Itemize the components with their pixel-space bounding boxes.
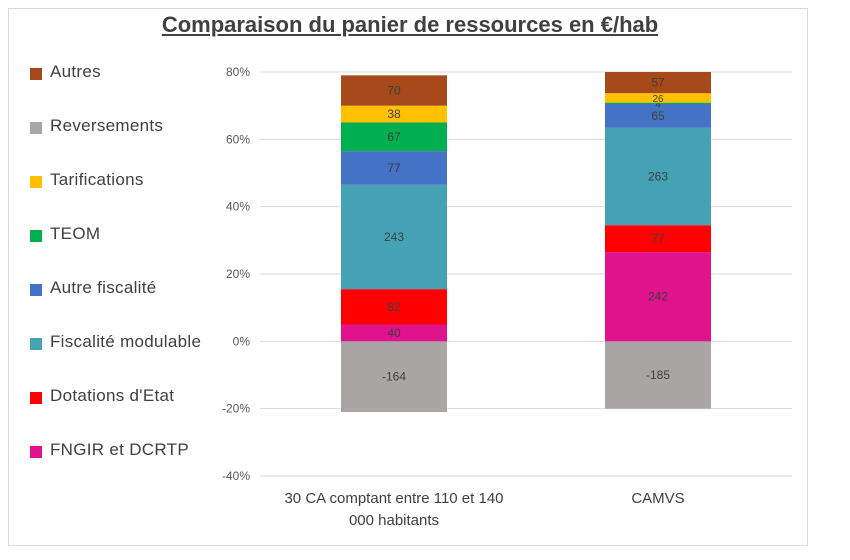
data-label: 40 [387,326,401,340]
legend: Autres Reversements Tarifications TEOM Autre… [30,62,230,474]
data-label: 242 [648,290,668,304]
bar-segment-teom [605,102,711,104]
legend-label: FNGIR et DCRTP [50,440,189,459]
legend-item: Tarifications [30,170,210,193]
bar-segment-autres [341,75,447,106]
legend-item: FNGIR et DCRTP [30,440,210,463]
data-label: 67 [387,130,401,144]
x-category-label: 000 habitants [349,512,439,529]
bar-segment-autres [605,72,711,94]
data-label: -164 [382,370,406,384]
legend-label: Fiscalité modulable [50,332,202,351]
legend-label: Autres [50,62,101,81]
bar-segment-fngir-et-dcrtp [341,324,447,342]
bar-segment-dotations-d-etat [605,225,711,253]
legend-swatch [30,122,42,134]
bar-segment-tarifications [341,105,447,123]
data-label: 57 [651,76,665,90]
chart-title: Comparaison du panier de ressources en €… [161,12,659,37]
bar-segment-tarifications [605,93,711,103]
bar-segment-autre-fiscalit- [605,103,711,128]
legend-label: Reversements [50,116,164,135]
y-tick-label: 0% [233,334,251,348]
legend-swatch [30,68,42,80]
legend-label: TEOM [50,224,101,243]
bar-segment-fngir-et-dcrtp [605,252,711,342]
bar-segment-fiscalit-modulable [605,127,711,226]
legend-swatch [30,230,42,242]
data-label: 26 [652,94,664,105]
x-category-label: CAMVS [631,490,684,507]
legend-swatch [30,284,42,296]
legend-label: Tarifications [50,170,144,189]
y-tick-label: -20% [222,402,250,416]
y-tick-label: 20% [226,267,250,281]
y-tick-label: 80% [226,65,250,79]
legend-item: Autre fiscalité [30,278,210,301]
legend-label: Autre fiscalité [50,278,157,297]
data-label: 82 [387,300,401,314]
legend-item: TEOM [30,224,210,247]
y-tick-label: -40% [222,469,250,483]
data-label: 38 [387,107,401,121]
data-label: 263 [648,169,668,183]
bar-segment-dotations-d-etat [341,289,447,325]
bar-segment-fiscalit-modulable [341,184,447,290]
bar-segment-autre-fiscalit- [341,151,447,185]
data-label: 70 [387,84,401,98]
data-label: 243 [384,230,404,244]
data-label: 77 [387,161,401,175]
legend-item: Reversements [30,116,210,139]
bar-segment-reversements [341,341,447,413]
legend-item: Dotations d'Etat [30,386,210,409]
data-label: 4 [655,99,661,110]
bar-segment-reversements [605,341,711,409]
x-category-label: 30 CA comptant entre 110 et 140 [284,490,503,507]
legend-swatch [30,446,42,458]
legend-item: Autres [30,62,210,85]
legend-item: Fiscalité modulable [30,332,210,355]
legend-swatch [30,338,42,350]
legend-label: Dotations d'Etat [50,386,175,405]
data-label: 65 [651,109,665,123]
data-label: -185 [646,368,670,382]
bar-segment-teom [341,122,447,152]
legend-swatch [30,392,42,404]
y-tick-label: 40% [226,200,250,214]
y-tick-label: 60% [226,132,250,146]
legend-swatch [30,176,42,188]
data-label: 77 [651,232,665,246]
